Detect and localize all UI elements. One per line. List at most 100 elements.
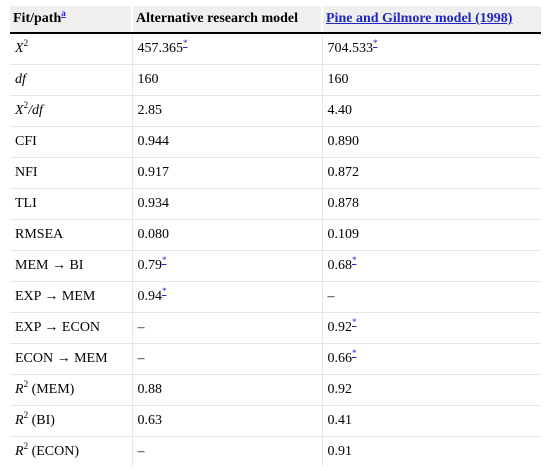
- table-row: TLI 0.934 0.878: [10, 188, 541, 220]
- significance-footnote-link[interactable]: *: [352, 317, 357, 327]
- row-metric-label: MEM → BI: [15, 258, 84, 273]
- header-pine-gilmore-model: Pine and Gilmore model (1998): [321, 6, 541, 34]
- row-metric-cell: CFI: [10, 126, 132, 158]
- alternative-model-value-cell: 0.080: [131, 219, 322, 251]
- alternative-model-value-cell: 457.365*: [131, 33, 322, 65]
- pine-gilmore-value: 0.92: [327, 382, 353, 397]
- table-row: R2 (BI) 0.63 0.41: [10, 405, 541, 437]
- alternative-model-value-cell: 2.85: [131, 95, 322, 127]
- row-metric-cell: EXP → ECON: [10, 312, 132, 344]
- pine-gilmore-value-cell: 4.40: [321, 95, 541, 127]
- pine-gilmore-value: 0.92: [327, 320, 353, 335]
- pine-gilmore-value-cell: 0.92: [321, 374, 541, 406]
- alternative-model-value-cell: –: [131, 343, 322, 375]
- alternative-model-value-cell: 0.79*: [131, 250, 322, 282]
- table-row: R2 (ECON) – 0.91: [10, 436, 541, 467]
- row-metric-label: NFI: [15, 165, 38, 180]
- alternative-model-value-cell: 0.944: [131, 126, 322, 158]
- pine-gilmore-value: 0.68: [327, 258, 353, 273]
- row-metric-label: X: [15, 103, 24, 118]
- header-row: Fit/patha Alternative research model Pin…: [10, 6, 541, 34]
- alternative-model-value-cell: –: [131, 312, 322, 344]
- pine-gilmore-value-cell: 0.66*: [321, 343, 541, 375]
- row-metric-superscript: 2: [23, 410, 29, 420]
- alternative-model-value-cell: 0.63: [131, 405, 322, 437]
- row-metric-label: EXP → MEM: [15, 289, 96, 304]
- table-row: RMSEA 0.080 0.109: [10, 219, 541, 251]
- header-alternative-model: Alternative research model: [131, 6, 322, 34]
- row-metric-cell: R2 (BI): [10, 405, 132, 437]
- pine-gilmore-value: 0.109: [327, 227, 360, 242]
- pine-gilmore-value: 4.40: [327, 103, 353, 118]
- alternative-model-value-cell: 0.934: [131, 188, 322, 220]
- pine-gilmore-value-cell: 0.68*: [321, 250, 541, 282]
- row-metric-label: R: [15, 443, 24, 459]
- pine-gilmore-value-cell: 704.533*: [321, 33, 541, 65]
- pine-gilmore-value-cell: 0.878: [321, 188, 541, 220]
- row-metric-cell: TLI: [10, 188, 132, 220]
- pine-gilmore-value: 0.41: [327, 413, 353, 428]
- row-metric-cell: X2: [10, 33, 132, 65]
- pine-gilmore-value: 704.533: [327, 41, 374, 56]
- row-metric-cell: EXP → MEM: [10, 281, 132, 313]
- significance-footnote-link[interactable]: *: [183, 38, 188, 48]
- alternative-model-value-cell: 0.917: [131, 157, 322, 189]
- pine-gilmore-value: –: [327, 289, 335, 304]
- row-metric-cell: R2 (ECON): [10, 437, 132, 467]
- row-metric-label: X: [15, 41, 24, 56]
- row-metric-label: EXP → ECON: [15, 320, 101, 335]
- alternative-model-value: 0.944: [137, 134, 170, 149]
- footnote-a-link[interactable]: a: [61, 8, 66, 18]
- table-row: NFI 0.917 0.872: [10, 157, 541, 189]
- alternative-model-value: 0.080: [137, 227, 170, 242]
- table-row: X2/df 2.85 4.40: [10, 95, 541, 127]
- row-metric-cell: MEM → BI: [10, 250, 132, 282]
- pine-gilmore-value-cell: 0.41: [321, 405, 541, 437]
- pine-gilmore-reference-link[interactable]: Pine and Gilmore model (1998): [326, 11, 513, 26]
- row-metric-suffix: (MEM): [28, 382, 75, 397]
- significance-footnote-link[interactable]: *: [373, 38, 378, 48]
- table-row: R2 (MEM) 0.88 0.92: [10, 374, 541, 406]
- significance-footnote-link[interactable]: *: [352, 255, 357, 265]
- row-metric-label: R: [15, 382, 24, 397]
- row-metric-label: df: [15, 72, 26, 87]
- table-header: Fit/patha Alternative research model Pin…: [10, 6, 541, 34]
- pine-gilmore-value-cell: –: [321, 281, 541, 313]
- row-metric-label: RMSEA: [15, 227, 64, 242]
- row-metric-suffix: (BI): [28, 413, 55, 428]
- pine-gilmore-value: 0.890: [327, 134, 360, 149]
- alternative-model-value: 2.85: [137, 103, 163, 118]
- alternative-model-value-cell: –: [131, 436, 322, 466]
- row-metric-label: CFI: [15, 134, 37, 149]
- row-metric-cell: df: [10, 64, 132, 96]
- alternative-model-value: 457.365: [137, 41, 184, 56]
- alternative-model-value: 0.88: [137, 382, 163, 397]
- significance-footnote-link[interactable]: *: [352, 348, 357, 358]
- row-metric-label: TLI: [15, 196, 37, 211]
- pine-gilmore-value: 0.872: [327, 165, 360, 180]
- alternative-model-value-cell: 0.94*: [131, 281, 322, 313]
- row-metric-cell: X2/df: [10, 95, 132, 127]
- pine-gilmore-value-cell: 0.91: [321, 436, 541, 466]
- alternative-model-value: 0.63: [137, 413, 163, 428]
- row-metric-superscript: 2: [23, 440, 29, 451]
- row-metric-label: ECON → MEM: [15, 351, 108, 366]
- alternative-model-value-cell: 160: [131, 64, 322, 96]
- pine-gilmore-value-cell: 0.890: [321, 126, 541, 158]
- significance-footnote-link[interactable]: *: [162, 255, 167, 265]
- table-row: MEM → BI 0.79* 0.68*: [10, 250, 541, 282]
- alternative-model-value: 0.94: [137, 289, 163, 304]
- alternative-model-value: –: [137, 443, 145, 459]
- header-fit-path: Fit/patha: [10, 6, 132, 34]
- alternative-model-value: –: [137, 351, 145, 366]
- row-metric-label: R: [15, 413, 24, 428]
- significance-footnote-link[interactable]: *: [162, 286, 167, 296]
- table-row: ECON → MEM – 0.66*: [10, 343, 541, 375]
- alternative-model-value: 0.917: [137, 165, 170, 180]
- row-metric-superscript: 2: [23, 38, 29, 48]
- alternative-model-value: 0.934: [137, 196, 170, 211]
- fit-comparison-table-container: Fit/patha Alternative research model Pin…: [10, 6, 541, 466]
- header-fit-path-label: Fit/path: [13, 11, 62, 26]
- row-metric-cell: ECON → MEM: [10, 343, 132, 375]
- alternative-model-value: 0.79: [137, 258, 163, 273]
